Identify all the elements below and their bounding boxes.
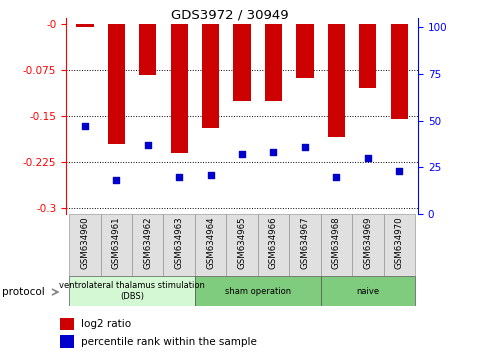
Point (143, 142, 151, 148)
Bar (76, 24, 93, 27)
Bar (60, 318, 74, 330)
Text: GSM634966: GSM634966 (268, 216, 277, 269)
Text: GSM634960: GSM634960 (80, 216, 89, 269)
Text: GSM634968: GSM634968 (331, 216, 340, 269)
Text: GSM634964: GSM634964 (206, 216, 215, 269)
Text: log2 ratio: log2 ratio (81, 319, 131, 329)
Point (301, 144, 308, 150)
FancyBboxPatch shape (226, 214, 257, 276)
FancyBboxPatch shape (69, 214, 101, 276)
Bar (327, 24, 345, 137)
Bar (107, 24, 125, 144)
Text: sham operation: sham operation (224, 287, 290, 296)
Point (112, 178, 120, 183)
Text: ventrolateral thalamus stimulation
(DBS): ventrolateral thalamus stimulation (DBS) (59, 281, 204, 301)
Bar (264, 24, 282, 101)
FancyBboxPatch shape (195, 276, 320, 306)
Bar (296, 24, 313, 78)
FancyBboxPatch shape (383, 214, 414, 276)
Text: GSM634969: GSM634969 (363, 216, 371, 269)
Text: GSM634962: GSM634962 (143, 216, 152, 269)
Bar (390, 24, 407, 119)
FancyBboxPatch shape (351, 214, 383, 276)
Bar (233, 24, 250, 101)
FancyBboxPatch shape (320, 276, 414, 306)
FancyBboxPatch shape (320, 214, 351, 276)
Text: naive: naive (355, 287, 379, 296)
Bar (60, 335, 74, 348)
Text: GSM634970: GSM634970 (394, 216, 403, 269)
Point (332, 174, 340, 179)
FancyBboxPatch shape (163, 214, 195, 276)
Text: protocol: protocol (2, 287, 45, 297)
Point (81, 124, 89, 129)
Text: GSM634963: GSM634963 (174, 216, 183, 269)
FancyBboxPatch shape (69, 276, 195, 306)
FancyBboxPatch shape (101, 214, 132, 276)
Text: GSM634961: GSM634961 (112, 216, 121, 269)
Point (269, 150, 277, 155)
Bar (170, 24, 187, 153)
Text: percentile rank within the sample: percentile rank within the sample (81, 337, 256, 347)
Point (394, 168, 402, 174)
Bar (358, 24, 376, 88)
Text: GSM634965: GSM634965 (237, 216, 246, 269)
FancyBboxPatch shape (257, 214, 288, 276)
FancyBboxPatch shape (132, 214, 163, 276)
Point (363, 155, 371, 161)
Bar (202, 24, 219, 128)
Bar (139, 24, 156, 75)
FancyBboxPatch shape (195, 214, 226, 276)
Point (238, 152, 245, 157)
Point (206, 172, 214, 178)
Text: GDS3972 / 30949: GDS3972 / 30949 (171, 9, 288, 22)
Text: GSM634967: GSM634967 (300, 216, 309, 269)
Point (175, 174, 183, 179)
FancyBboxPatch shape (288, 214, 320, 276)
